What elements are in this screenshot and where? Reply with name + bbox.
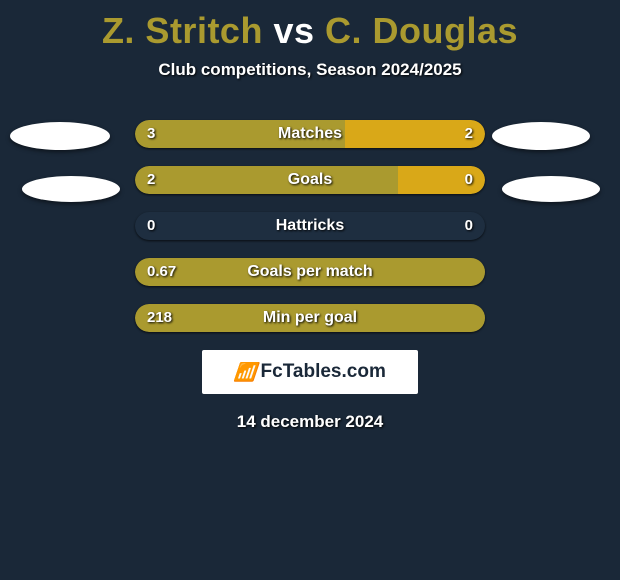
player-marker-ellipse	[22, 176, 120, 202]
stat-value-left: 3	[147, 120, 155, 148]
stat-label: Goals per match	[135, 258, 485, 286]
stat-label: Matches	[135, 120, 485, 148]
player-marker-ellipse	[492, 122, 590, 150]
snapshot-date: 14 december 2024	[0, 412, 620, 432]
stat-value-left: 2	[147, 166, 155, 194]
brand-logo: 📶 FcTables.com	[202, 350, 418, 394]
subtitle: Club competitions, Season 2024/2025	[0, 60, 620, 80]
vs-text: vs	[273, 10, 314, 51]
player1-name: Z. Stritch	[102, 10, 263, 51]
comparison-title: Z. Stritch vs C. Douglas	[0, 0, 620, 52]
stats-container: Matches32Goals20Hattricks00Goals per mat…	[135, 120, 485, 332]
stat-row: Hattricks0 0	[135, 212, 485, 240]
player-marker-ellipse	[502, 176, 600, 202]
stat-value-left: 0.67	[147, 258, 176, 286]
stat-row: Goals2 0	[135, 166, 485, 194]
brand-name: FcTables.com	[261, 361, 386, 383]
stat-value-right: 0	[465, 166, 473, 194]
stat-label: Goals	[135, 166, 485, 194]
stat-row: Matches3 2	[135, 120, 485, 148]
brand-logo-text: 📶 FcTables.com	[234, 361, 386, 383]
stat-value-right: 0	[465, 212, 473, 240]
player2-name: C. Douglas	[325, 10, 518, 51]
stat-value-left: 218	[147, 304, 172, 332]
stat-row: Min per goal218	[135, 304, 485, 332]
stat-label: Min per goal	[135, 304, 485, 332]
chart-icon: 📶	[233, 363, 257, 381]
stat-value-right: 2	[465, 120, 473, 148]
stat-value-left: 0	[147, 212, 155, 240]
player-marker-ellipse	[10, 122, 110, 150]
stat-row: Goals per match0.67	[135, 258, 485, 286]
stat-label: Hattricks	[135, 212, 485, 240]
